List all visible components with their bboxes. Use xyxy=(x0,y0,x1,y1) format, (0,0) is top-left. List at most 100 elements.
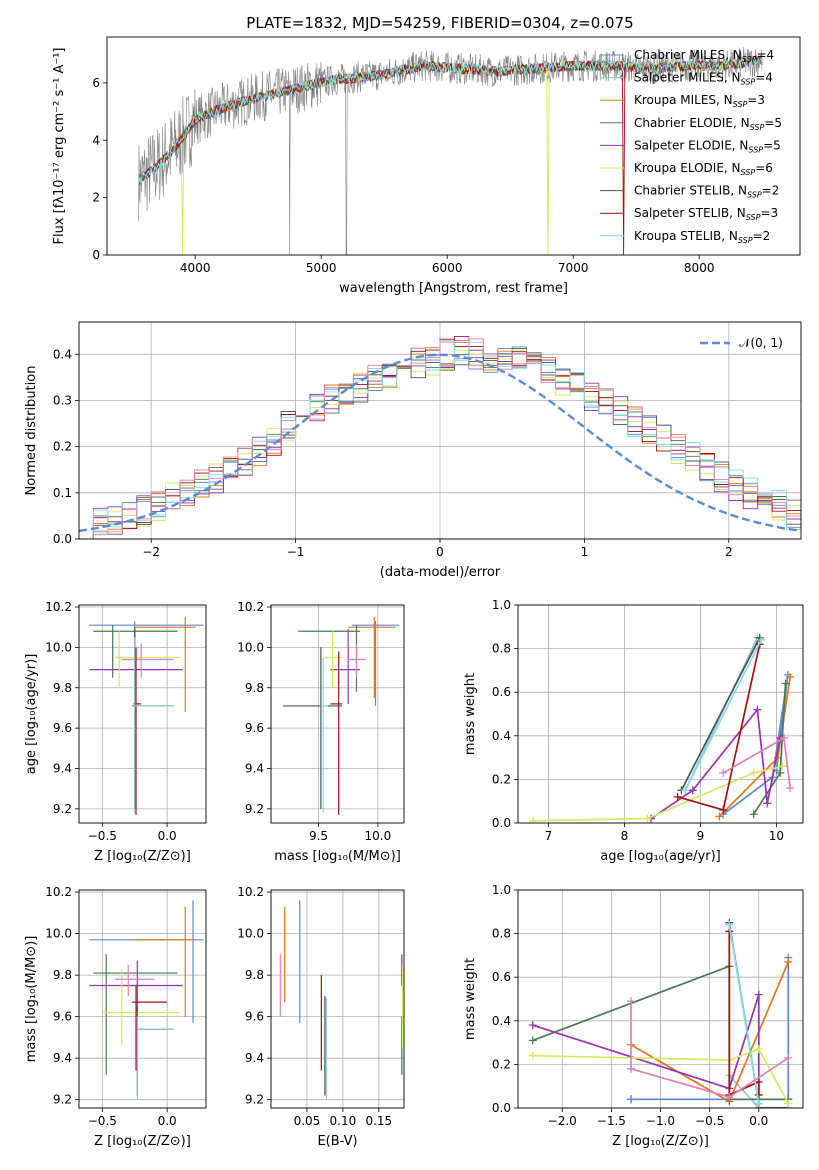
error-cross xyxy=(320,657,328,813)
y-tick-label: 0.8 xyxy=(492,642,511,656)
x-tick-label: 7 xyxy=(545,829,553,843)
data-point xyxy=(753,705,762,714)
plot-area xyxy=(529,633,795,823)
data-point xyxy=(786,672,795,681)
model-spectrum xyxy=(138,55,763,186)
data-point xyxy=(784,1099,793,1108)
error-cross xyxy=(115,964,155,996)
error-cross xyxy=(136,1006,174,1096)
data-point xyxy=(528,1021,537,1030)
y-axis-label: mass weight xyxy=(463,673,478,755)
y-tick-label: 0.0 xyxy=(53,532,72,546)
x-tick-label: 0.0 xyxy=(158,1114,177,1128)
x-tick-label: 1 xyxy=(581,545,589,559)
y-axis-label: Normed distribution xyxy=(24,366,39,496)
histogram-step xyxy=(79,349,801,539)
x-tick-label: 0 xyxy=(436,545,444,559)
data-point xyxy=(719,805,728,814)
data-point xyxy=(754,1077,763,1086)
data-point xyxy=(786,784,795,793)
data-point xyxy=(754,1090,763,1099)
x-tick-label: 7000 xyxy=(558,261,589,275)
data-point xyxy=(757,635,766,644)
axes-frame xyxy=(270,889,405,1109)
error-cross xyxy=(136,1016,174,1100)
x-tick-label: 5000 xyxy=(306,261,337,275)
x-axis-label: age [log₁₀(age/yr)] xyxy=(600,849,721,864)
legend-entry: Chabrier STELIB, NSSP=2 xyxy=(634,184,779,200)
x-tick-label: −0.5 xyxy=(695,1114,724,1128)
x-tick-label: −1 xyxy=(287,545,305,559)
error-cross xyxy=(115,631,181,688)
y-axis-label: age [log₁₀(age/yr)] xyxy=(24,654,39,775)
legend-entry: Kroupa ELODIE, NSSP=6 xyxy=(634,161,773,177)
y-tick-label: 0.4 xyxy=(492,729,511,743)
x-axis-label: Z [log₁₀(Z/Z⊙)] xyxy=(94,849,191,864)
axes-frame xyxy=(106,36,801,256)
y-tick-label: 0 xyxy=(92,248,100,262)
error-cross xyxy=(93,954,178,1075)
panel-age-vs-mass: 9.5 10.0 9.2 9.4 9.6 9.8 10.0 10.2 mass [log₁₀(M… xyxy=(237,600,405,864)
y-tick-label: 9.8 xyxy=(53,681,72,695)
y-tick-label: 1.0 xyxy=(492,883,511,897)
legend-entry: Chabrier MILES, NSSP=4 xyxy=(634,48,774,64)
x-tick-label: −2.0 xyxy=(548,1114,577,1128)
y-tick-label: 9.2 xyxy=(245,1093,264,1107)
x-axis-label: E(B-V) xyxy=(317,1134,357,1149)
x-tick-label: 8000 xyxy=(684,261,715,275)
x-tick-label: −2 xyxy=(142,545,160,559)
panel-residuals: −2 −1 0 1 2 0.0 0.1 0.2 0.3 0.4 (data-model)/error… xyxy=(24,321,802,580)
y-tick-label: 0.4 xyxy=(492,1014,511,1028)
y-tick-label: 0.2 xyxy=(492,1057,511,1071)
legend-entry: Chabrier ELODIE, NSSP=5 xyxy=(634,116,782,132)
panel-mass-vs-Z: −0.5 0.0 9.2 9.4 9.6 9.8 10.0 10.2 Z [log₁₀(Z/Z⊙… xyxy=(24,885,207,1149)
axes-frame xyxy=(78,604,207,824)
legend-entry: Salpeter STELIB, NSSP=3 xyxy=(634,206,778,222)
error-cross xyxy=(324,631,343,688)
y-tick-label: 0.0 xyxy=(492,816,511,830)
y-tick-label: 0.0 xyxy=(492,1101,511,1115)
y-tick-label: 10.0 xyxy=(45,927,72,941)
x-tick-label: 8 xyxy=(621,829,629,843)
panel-mass-vs-ebv: 0.05 0.10 0.15 9.2 9.4 9.6 9.8 10.0 10.2 E(B-V) xyxy=(237,885,405,1149)
error-cross xyxy=(298,625,361,692)
x-tick-label: 6000 xyxy=(432,261,463,275)
axes-frame xyxy=(78,321,802,540)
figure-title: PLATE=1832, MJD=54259, FIBERID=0304, z=0… xyxy=(246,14,633,32)
y-tick-label: 9.2 xyxy=(245,802,264,816)
x-axis-label: wavelength [Angstrom, rest frame] xyxy=(339,281,568,296)
panel-weight-vs-age: 7 8 9 10 0.0 0.2 0.4 0.6 0.8 1.0 age [log₁₀(age/yr… xyxy=(463,598,804,864)
plot-area xyxy=(138,47,763,255)
x-tick-label: 0.05 xyxy=(294,1114,321,1128)
y-tick-label: 9.6 xyxy=(53,1010,72,1024)
histogram-step xyxy=(79,338,801,539)
y-tick-label: 6 xyxy=(92,76,100,90)
y-tick-label: 9.6 xyxy=(245,1010,264,1024)
data-point xyxy=(763,799,772,808)
y-tick-label: 9.6 xyxy=(53,721,72,735)
data-point xyxy=(725,1093,734,1102)
y-tick-label: 10.0 xyxy=(45,640,72,654)
data-point xyxy=(754,1099,763,1108)
x-tick-label: 0.15 xyxy=(365,1114,392,1128)
error-cross xyxy=(282,647,343,809)
data-point xyxy=(715,812,724,821)
x-tick-label: 10 xyxy=(769,829,784,843)
y-tick-label: 10.0 xyxy=(237,640,264,654)
weight-line xyxy=(722,674,789,815)
error-cross xyxy=(330,629,361,704)
y-tick-label: 0.1 xyxy=(53,486,72,500)
y-tick-label: 0.2 xyxy=(53,440,72,454)
y-tick-label: 9.8 xyxy=(245,681,264,695)
y-tick-label: 10.2 xyxy=(237,600,264,614)
x-axis-label: mass [log₁₀(M/M⊙)] xyxy=(274,849,401,864)
error-cross xyxy=(89,621,204,706)
legend-entry: 𝒩(0, 1) xyxy=(739,336,783,350)
error-cross xyxy=(133,637,175,813)
y-tick-label: 2 xyxy=(92,191,100,205)
panel-weight-vs-Z: −2.0 −1.5 −1.0 −0.5 0.0 0.0 0.2 0.4 0.6 0.8 1.0 Z [… xyxy=(463,883,804,1149)
y-tick-label: 10.2 xyxy=(45,600,72,614)
x-tick-label: −0.5 xyxy=(88,829,117,843)
weight-line xyxy=(728,924,760,1104)
x-tick-label: 0.0 xyxy=(158,829,177,843)
